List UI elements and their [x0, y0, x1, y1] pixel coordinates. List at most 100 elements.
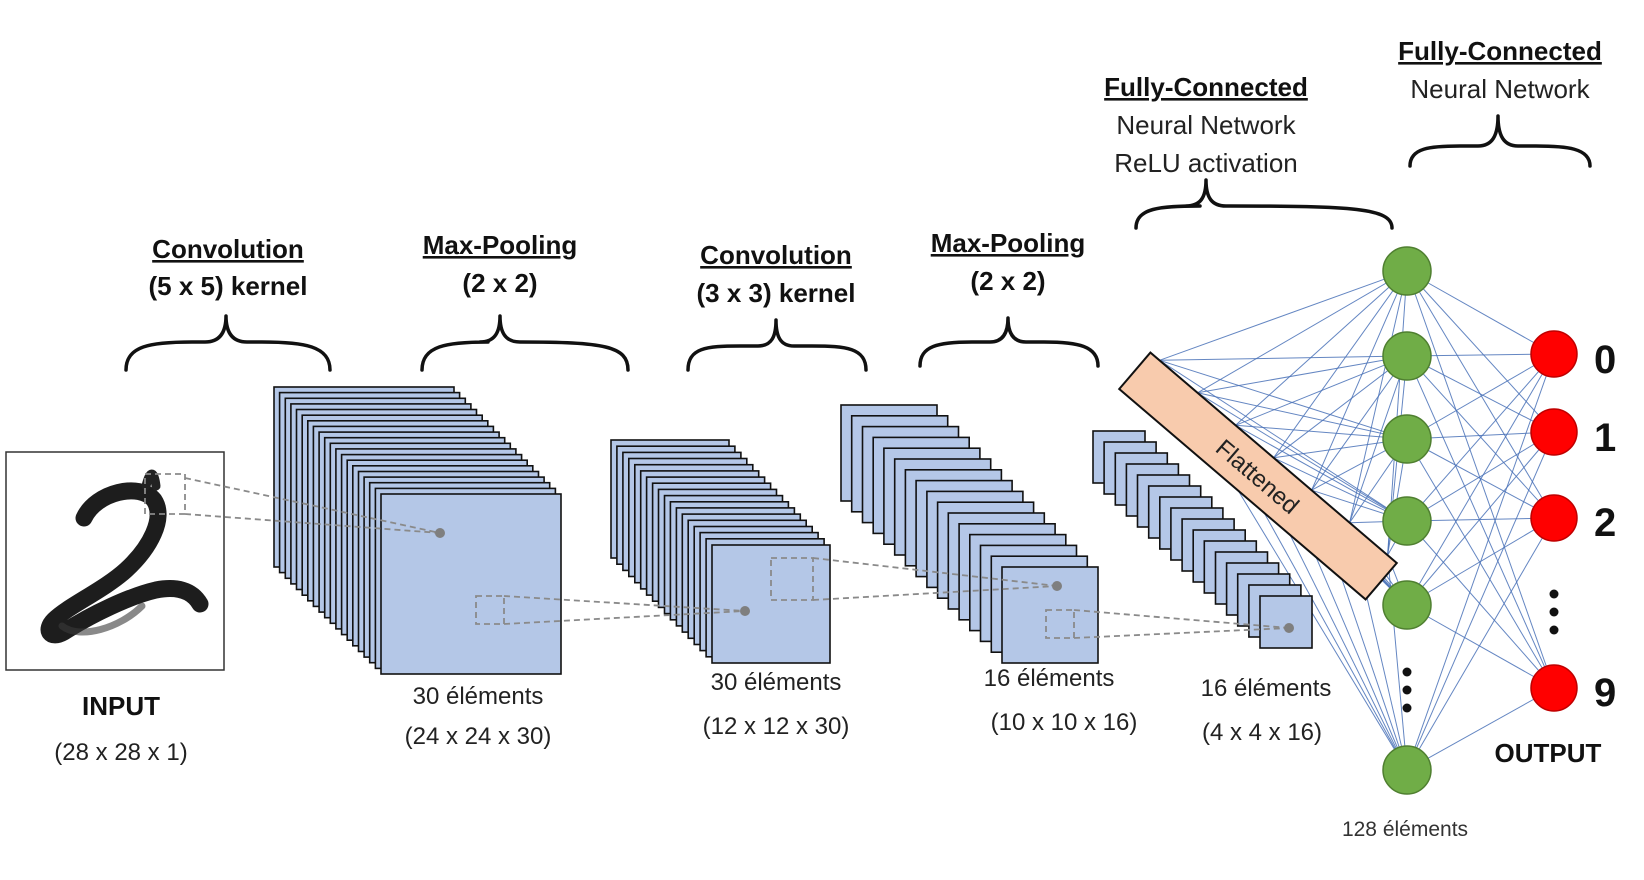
connection-line — [1406, 431, 1555, 606]
conv2-subheading: (3 x 3) kernel — [697, 278, 856, 308]
projection-point — [740, 606, 750, 616]
hidden-node — [1382, 580, 1432, 630]
conv2-heading: Convolution — [700, 240, 852, 270]
output-digit-1: 1 — [1594, 416, 1616, 460]
connection-line — [1406, 604, 1555, 689]
connection-line — [1406, 517, 1555, 771]
conv2-kernel-window — [770, 557, 814, 601]
pool2-feature-maps — [1092, 430, 1313, 649]
brace-conv1 — [124, 314, 332, 372]
brace-fc1 — [1134, 178, 1394, 230]
hidden-ellipsis — [1402, 667, 1412, 713]
connection-line — [1406, 355, 1555, 433]
projection-lines — [184, 477, 1294, 639]
pool1-count: 30 éléments — [711, 669, 842, 696]
input-title: INPUT — [82, 691, 160, 721]
connection-line — [1159, 359, 1408, 440]
handwritten-digit-image — [40, 469, 209, 644]
projection-line — [1073, 627, 1290, 639]
connection-line — [1406, 270, 1555, 433]
projection-line — [184, 477, 441, 534]
hidden-node — [1382, 331, 1432, 381]
connection-line — [1406, 355, 1555, 689]
conv2-count: 16 éléments — [984, 665, 1115, 692]
connection-line — [1406, 431, 1555, 771]
connection-line — [1406, 520, 1555, 689]
pool2-heading: Max-Pooling — [931, 228, 1086, 258]
projection-line — [503, 595, 746, 612]
connection-line — [1159, 270, 1408, 361]
output-node — [1530, 408, 1578, 456]
conv1-feature-maps — [273, 386, 562, 675]
output-digit-2: 2 — [1594, 501, 1616, 545]
pool1-dims: (12 x 12 x 30) — [703, 713, 850, 740]
output-title: OUTPUT — [1495, 738, 1602, 768]
conv1-count: 30 éléments — [413, 683, 544, 710]
connection-line — [1406, 270, 1555, 355]
output-node — [1530, 664, 1578, 712]
connection-line — [1273, 270, 1408, 459]
projection-point — [1284, 623, 1294, 633]
projection-point — [1052, 581, 1062, 591]
fc1-heading: Fully-Connected — [1104, 72, 1308, 102]
pool1-heading: Max-Pooling — [423, 230, 578, 260]
conv2-dims: (10 x 10 x 16) — [991, 709, 1138, 736]
conv1-dims: (24 x 24 x 30) — [405, 723, 552, 750]
brace-conv2 — [686, 318, 868, 372]
connection-line — [1406, 353, 1555, 771]
projection-line — [184, 513, 441, 534]
fc2-heading: Fully-Connected — [1398, 36, 1602, 66]
connection-line — [1311, 270, 1408, 491]
output-digit-0: 0 — [1594, 338, 1616, 382]
connection-line — [1349, 270, 1408, 523]
braces — [124, 114, 1592, 372]
brace-fc2 — [1408, 114, 1592, 168]
brace-pool1 — [420, 314, 630, 372]
connection-line — [1406, 687, 1555, 771]
connection-line — [1406, 431, 1555, 522]
hidden-node — [1382, 414, 1432, 464]
connection-line — [1197, 355, 1408, 394]
output-ellipsis — [1549, 589, 1559, 635]
fc2-line1: Neural Network — [1410, 74, 1590, 104]
brace-pool2 — [918, 316, 1100, 368]
fc-hidden-layer — [1382, 246, 1432, 795]
fc1-node-count: 128 éléments — [1342, 818, 1468, 841]
connection-line — [1159, 359, 1408, 522]
feature-map — [380, 493, 562, 675]
projection-line — [812, 585, 1058, 601]
conv1-heading: Convolution — [152, 234, 304, 264]
pool2-window — [1045, 609, 1075, 639]
input-receptive-field — [144, 473, 186, 515]
pool2-dims: (4 x 4 x 16) — [1202, 719, 1322, 746]
hidden-node — [1382, 745, 1432, 795]
feature-map — [1001, 566, 1099, 664]
projection-line — [503, 610, 746, 625]
pool2-count: 16 éléments — [1201, 675, 1332, 702]
connection-line — [1406, 353, 1555, 606]
connection-line — [1235, 424, 1408, 522]
connection-line — [1197, 392, 1408, 440]
projection-line — [812, 557, 1058, 587]
fc1-line1: Neural Network — [1116, 110, 1296, 140]
connection-line — [1311, 355, 1408, 491]
hidden-node — [1382, 246, 1432, 296]
pool1-subheading: (2 x 2) — [462, 268, 537, 298]
connection-line — [1159, 355, 1408, 361]
connection-line — [1235, 270, 1408, 426]
conv2-feature-maps — [840, 404, 1099, 664]
projection-point — [435, 528, 445, 538]
flatten-bar — [1117, 351, 1399, 601]
input-dims: (28 x 28 x 1) — [54, 739, 187, 766]
output-layer — [1530, 330, 1578, 712]
connection-line — [1235, 424, 1408, 440]
fc1-line2: ReLU activation — [1114, 148, 1298, 178]
pool1-feature-maps — [610, 439, 831, 664]
connection-line — [1406, 353, 1555, 522]
output-node — [1530, 494, 1578, 542]
conv1-subheading: (5 x 5) kernel — [149, 271, 308, 301]
connection-line — [1406, 353, 1555, 440]
connection-line — [1406, 438, 1555, 519]
